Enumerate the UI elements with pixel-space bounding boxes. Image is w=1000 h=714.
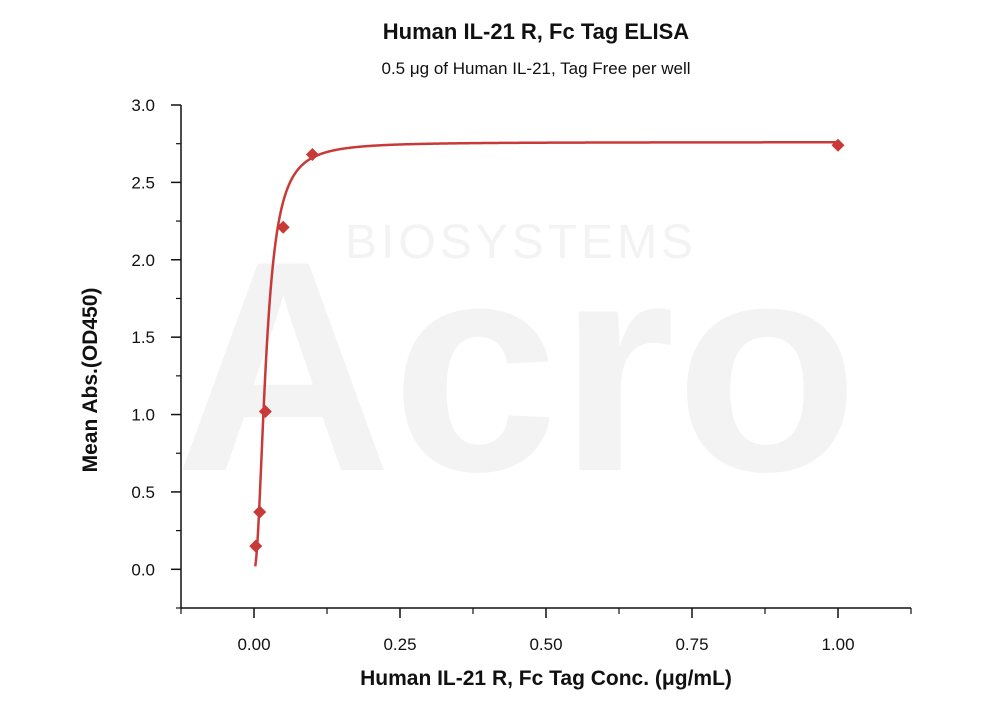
fit-curve-line (253, 141, 838, 567)
watermark-logo: Acro BIOSYSTEMS (175, 198, 859, 534)
watermark-sub-text: BIOSYSTEMS (345, 216, 697, 269)
x-tick-label: 0.00 (237, 635, 270, 654)
y-tick-label: 2.5 (131, 173, 155, 192)
y-tick-label: 3.0 (131, 96, 155, 115)
watermark-logo-text: Acro (175, 198, 859, 534)
x-axis-ticks: 0.00 0.25 0.50 0.75 1.00 (180, 608, 912, 654)
x-tick-label: 1.00 (821, 635, 854, 654)
x-tick-label: 0.25 (383, 635, 416, 654)
y-tick-label: 0.0 (131, 560, 155, 579)
data-points (249, 138, 845, 553)
x-tick-label: 0.75 (675, 635, 708, 654)
y-tick-label: 1.5 (131, 328, 155, 347)
x-tick-label: 0.50 (529, 635, 562, 654)
data-point-diamond (276, 220, 290, 234)
data-point-diamond (305, 148, 319, 162)
y-tick-label: 2.0 (131, 251, 155, 270)
data-point-diamond (831, 138, 845, 152)
y-tick-label: 1.0 (131, 406, 155, 425)
y-tick-label: 0.5 (131, 483, 155, 502)
x-axis-title: Human IL-21 R, Fc Tag Conc. (μg/mL) (360, 667, 732, 690)
chart-subtitle: 0.5 μg of Human IL-21, Tag Free per well (381, 59, 690, 78)
chart-title: Human IL-21 R, Fc Tag ELISA (383, 19, 690, 44)
y-axis-ticks: 0.0 0.5 1.0 1.5 2.0 2.5 3.0 (131, 96, 181, 609)
y-axis-title: Mean Abs.(OD450) (79, 288, 102, 473)
data-point-diamond (249, 539, 263, 553)
data-point-diamond (258, 404, 272, 418)
data-point-diamond (253, 505, 267, 519)
